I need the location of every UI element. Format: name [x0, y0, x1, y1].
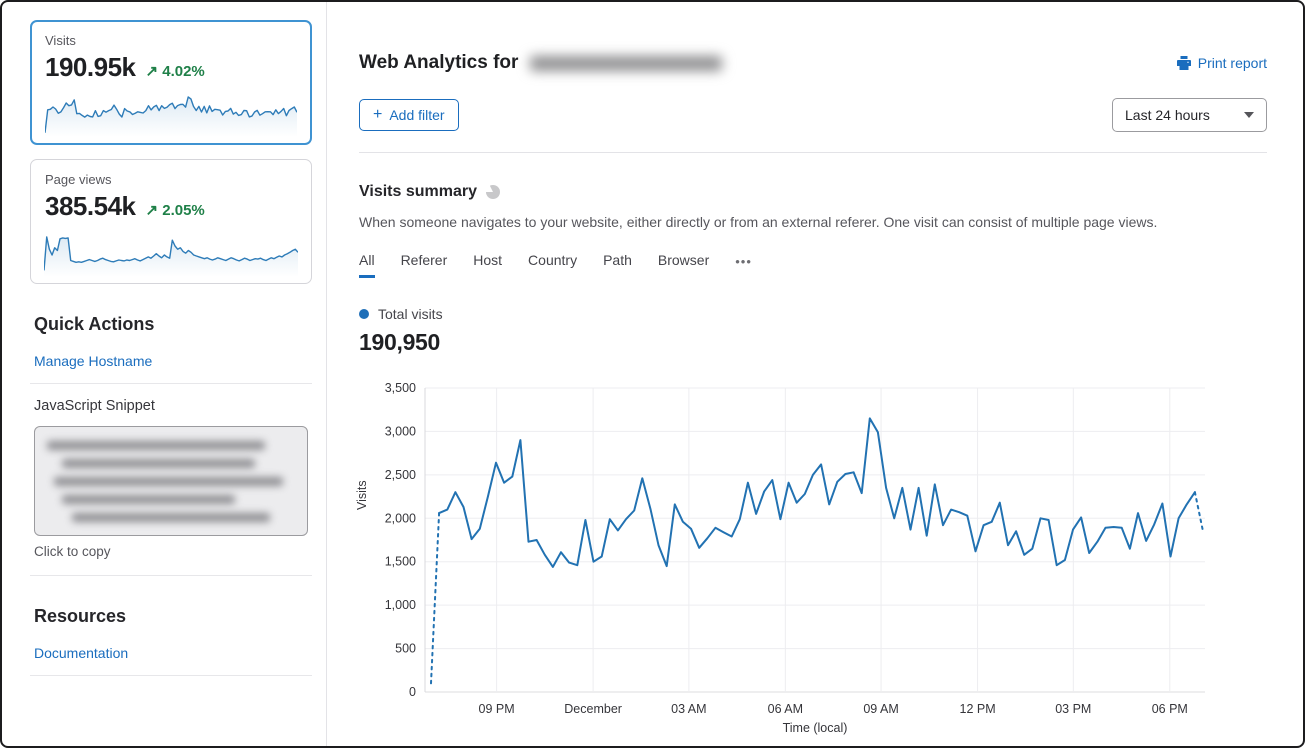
- tab-referer[interactable]: Referer: [400, 252, 448, 268]
- metric-label: Page views: [45, 172, 112, 187]
- plus-icon: +: [373, 106, 383, 123]
- svg-text:Time (local): Time (local): [783, 721, 848, 735]
- visits-summary-heading: Visits summary: [359, 183, 477, 200]
- click-to-copy-hint: Click to copy: [34, 544, 111, 559]
- svg-text:03 AM: 03 AM: [671, 702, 706, 716]
- resources-heading: Resources: [34, 606, 127, 626]
- svg-text:09 PM: 09 PM: [479, 702, 515, 716]
- metric-label: Visits: [45, 33, 76, 48]
- blurred-code-line: [71, 513, 271, 522]
- visits-sparkline: [45, 91, 297, 137]
- svg-text:12 PM: 12 PM: [960, 702, 996, 716]
- svg-text:500: 500: [395, 642, 416, 656]
- pie-chart-icon: [486, 185, 500, 199]
- visits-summary-description: When someone navigates to your website, …: [359, 214, 1158, 230]
- tab-browser[interactable]: Browser: [657, 252, 710, 268]
- more-tabs-button[interactable]: •••: [735, 254, 752, 269]
- tab-country[interactable]: Country: [528, 252, 578, 268]
- tab-all[interactable]: All: [359, 252, 375, 278]
- manage-hostname-link[interactable]: Manage Hostname: [34, 353, 153, 369]
- page-title: Web Analytics for: [359, 52, 723, 74]
- metric-card-page-views[interactable]: Page views 385.54k ↗ 2.05%: [30, 159, 312, 284]
- blurred-code-line: [61, 495, 236, 504]
- trend-up-icon: ↗: [145, 63, 159, 80]
- metric-delta: ↗ 4.02%: [145, 63, 205, 80]
- metric-value: 190.95k: [45, 52, 136, 82]
- tab-host[interactable]: Host: [473, 252, 503, 268]
- y-axis-title: Visits: [355, 480, 369, 510]
- svg-text:2,000: 2,000: [385, 511, 416, 525]
- metric-value: 385.54k: [45, 191, 136, 221]
- svg-text:3,500: 3,500: [385, 382, 416, 395]
- legend-label: Total visits: [378, 306, 443, 322]
- javascript-snippet-box[interactable]: [34, 426, 308, 536]
- svg-text:December: December: [564, 702, 622, 716]
- divider: [359, 152, 1267, 153]
- total-visits-value: 190,950: [359, 329, 441, 355]
- chart-legend: Total visits: [359, 306, 1267, 322]
- chevron-down-icon: [1244, 112, 1254, 118]
- svg-text:06 AM: 06 AM: [768, 702, 803, 716]
- svg-text:2,500: 2,500: [385, 468, 416, 482]
- main-panel: Web Analytics for Print report + Add fil…: [327, 2, 1303, 746]
- svg-text:1,000: 1,000: [385, 598, 416, 612]
- javascript-snippet-label: JavaScript Snippet: [34, 398, 155, 414]
- quick-actions-heading: Quick Actions: [34, 314, 155, 334]
- svg-text:06 PM: 06 PM: [1152, 702, 1188, 716]
- page-views-sparkline: [44, 231, 298, 277]
- tab-path[interactable]: Path: [603, 252, 632, 268]
- blurred-domain: [530, 55, 723, 71]
- time-range-value: Last 24 hours: [1125, 107, 1210, 123]
- page-views-sparkline-chart: [44, 236, 298, 277]
- blurred-code-line: [61, 459, 256, 468]
- metric-delta: ↗ 2.05%: [145, 202, 205, 219]
- summary-tabs: All Referer Host Country Path Browser •••: [359, 252, 1267, 278]
- visits-chart: Visits 0 500 1,000 1,500 2,000 2,500 3,000 3,50…: [355, 382, 1267, 738]
- svg-text:03 PM: 03 PM: [1055, 702, 1091, 716]
- svg-text:09 AM: 09 AM: [863, 702, 898, 716]
- metric-card-visits[interactable]: Visits 190.95k ↗ 4.02%: [30, 20, 312, 145]
- visits-sparkline-chart: [45, 96, 297, 137]
- time-range-select[interactable]: Last 24 hours: [1112, 98, 1267, 132]
- sidebar: Visits 190.95k ↗ 4.02% Page views 385.54…: [2, 2, 327, 746]
- divider: [30, 575, 312, 576]
- printer-icon: [1176, 56, 1191, 70]
- trend-up-icon: ↗: [145, 202, 159, 219]
- svg-text:1,500: 1,500: [385, 555, 416, 569]
- add-filter-button[interactable]: + Add filter: [359, 99, 459, 131]
- svg-text:0: 0: [409, 685, 416, 699]
- documentation-link[interactable]: Documentation: [34, 645, 129, 661]
- divider: [30, 383, 312, 384]
- visits-line-chart: 0 500 1,000 1,500 2,000 2,500 3,000 3,500 09 PM D…: [385, 382, 1205, 735]
- blurred-code-line: [54, 477, 283, 486]
- blurred-code-line: [47, 441, 266, 450]
- svg-text:3,000: 3,000: [385, 424, 416, 438]
- divider: [30, 675, 312, 676]
- print-report-link[interactable]: Print report: [1176, 55, 1267, 71]
- legend-dot-icon: [359, 309, 369, 319]
